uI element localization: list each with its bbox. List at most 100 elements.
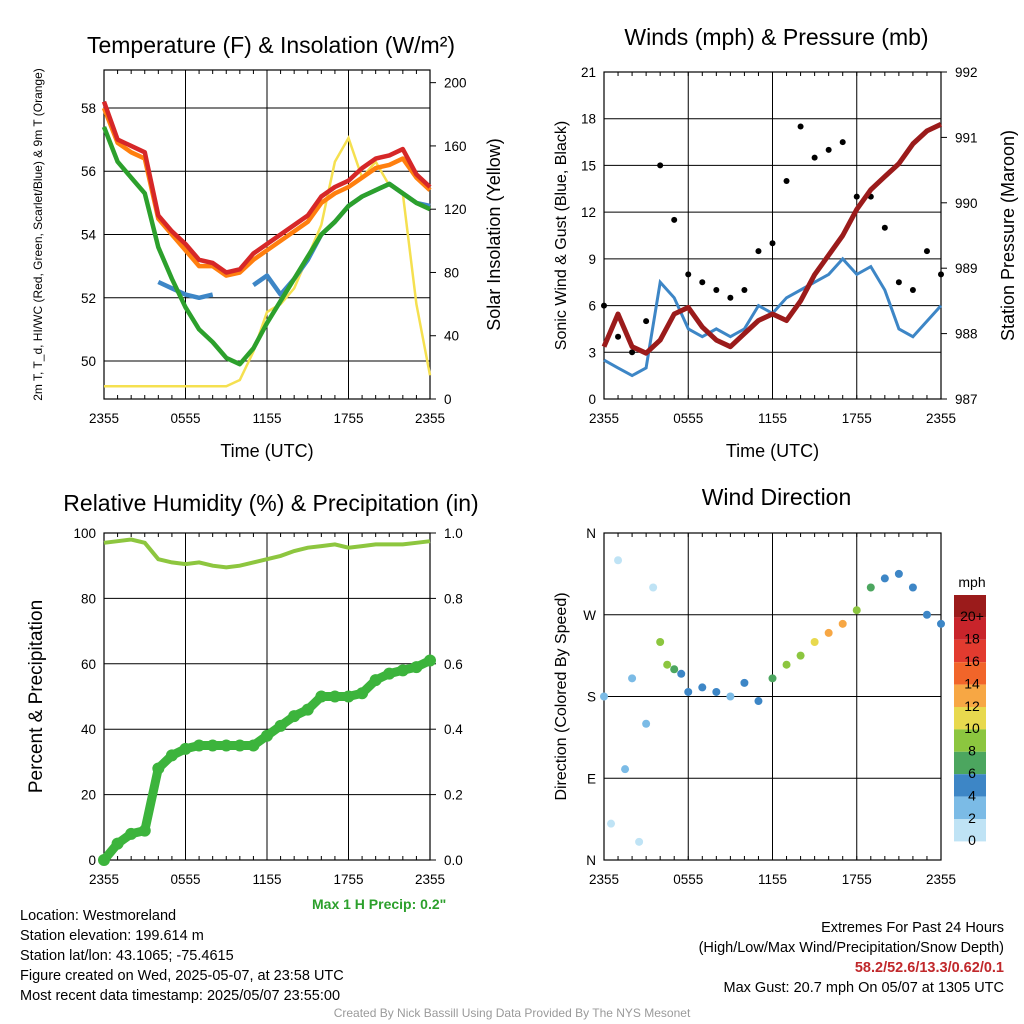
p3-xtick-label-4: 2355	[926, 872, 956, 887]
colorbar-swatch-0	[954, 595, 986, 618]
p3-ytick-label-1: E	[587, 771, 596, 786]
colorbar-swatch-7	[954, 751, 986, 775]
p3-direction-point-8	[656, 638, 665, 646]
p2-precip-point-0	[98, 854, 110, 866]
colorbar-swatch-2	[954, 639, 986, 663]
p2-xtick-label-3: 1755	[333, 872, 363, 887]
p1-gust-point-13	[783, 178, 790, 184]
p0-xtick-label-4: 2355	[415, 411, 445, 426]
p0-xtick-label-1: 0555	[170, 411, 200, 426]
p3-direction-point-5	[635, 837, 644, 846]
p3-chart-title: Wind Direction	[702, 484, 852, 510]
p1-gust-point-4	[657, 162, 664, 169]
p1-ytick-label-7: 21	[581, 65, 596, 80]
p3-direction-point-2	[614, 556, 623, 565]
extremes-subheading: (High/Low/Max Wind/Precipitation/Snow De…	[698, 940, 1004, 956]
p1-ytick-label-2: 6	[588, 299, 596, 314]
p3-direction-point-7	[649, 583, 658, 592]
p0-insolation-line-0	[104, 134, 432, 388]
max-precip-annotation: Max 1 H Precip: 0.2"	[312, 896, 447, 912]
p1-gust-point-16	[825, 146, 832, 153]
elevation-text: Station elevation: 199.614 m	[20, 928, 204, 944]
p0-ytick-label-2: 54	[81, 228, 97, 243]
p1-y2tick-label-3: 990	[955, 196, 978, 211]
p2-precip-point-1	[111, 837, 124, 850]
p3-direction-point-0	[600, 692, 608, 701]
p3-xtick-label-2: 1155	[758, 872, 787, 887]
p3-direction-point-20	[796, 651, 805, 660]
p2-precip-point-13	[274, 719, 287, 732]
p2-xtick-label-0: 2355	[89, 872, 119, 887]
p3-direction-point-21	[810, 638, 819, 646]
p2-chart-title: Relative Humidity (%) & Precipitation (i…	[63, 490, 478, 516]
p3-direction-point-16	[740, 678, 749, 687]
p0-ytick-label-4: 58	[81, 101, 96, 116]
p1-gust-point-3	[643, 318, 650, 325]
p1-gust-point-10	[741, 287, 748, 293]
p1-gust-point-1	[615, 333, 622, 340]
p0-chart-title: Temperature (F) & Insolation (W/m²)	[87, 32, 455, 58]
p3-direction-point-11	[677, 669, 686, 678]
p3-direction-point-13	[698, 683, 707, 692]
p1-gust-point-12	[769, 240, 776, 247]
p1-gust-point-2	[629, 349, 636, 356]
p2-precip-point-9	[220, 739, 233, 752]
p1-y2-axis-label: Station Pressure (Maroon)	[998, 130, 1018, 341]
p2-ytick-label-0: 0	[88, 853, 96, 868]
p1-gust-point-22	[909, 287, 916, 293]
p1-gust-point-24	[938, 271, 944, 278]
p0-xtick-label-0: 2355	[89, 411, 119, 426]
max-gust-text: Max Gust: 20.7 mph On 05/07 at 1305 UTC	[723, 980, 1004, 996]
p3-direction-point-10	[670, 665, 679, 674]
p1-xtick-label-2: 1155	[758, 411, 787, 426]
p0-y2tick-label-4: 160	[444, 139, 467, 154]
p1-gust-point-8	[713, 287, 720, 293]
p2-precip-point-14	[288, 710, 301, 723]
p1-xtick-label-0: 2355	[589, 411, 619, 426]
p1-gust-point-0	[601, 302, 607, 309]
p1-y2tick-label-2: 989	[955, 261, 978, 276]
p0-xtick-label-2: 1155	[252, 411, 281, 426]
p2-precip-point-19	[356, 687, 369, 700]
p2-y2tick-label-5: 1.0	[444, 526, 463, 541]
p1-gust-point-9	[727, 294, 734, 301]
p0-y2-axis-label: Solar Insolation (Yellow)	[484, 138, 504, 330]
p3-direction-point-23	[838, 619, 847, 628]
p3-direction-point-15	[726, 692, 735, 701]
colorbar-swatch-5	[954, 707, 986, 730]
p1-gust-point-11	[755, 248, 762, 255]
colorbar-title: mph	[958, 574, 985, 590]
location-text: Location: Westmoreland	[20, 908, 177, 924]
colorbar-swatch-4	[954, 684, 986, 707]
p1-gust-point-21	[895, 279, 902, 286]
p3-direction-point-27	[894, 569, 903, 578]
p2-y2tick-label-2: 0.4	[444, 722, 463, 737]
p0-y-axis-label: 2m T, T_d, HI/WC (Red, Green, Scarlet/Bl…	[31, 68, 45, 401]
p2-precip-point-12	[261, 729, 273, 742]
p3-direction-point-24	[852, 606, 861, 615]
p1-y2tick-label-5: 992	[955, 65, 978, 80]
p0-x-axis-label: Time (UTC)	[220, 441, 313, 461]
p2-precip-point-3	[138, 824, 151, 837]
p3-direction-point-28	[908, 583, 917, 592]
p2-precip-point-23	[410, 661, 423, 674]
p2-precip-point-7	[193, 739, 206, 752]
p2-precip-point-17	[328, 690, 341, 703]
p2-rh-line	[103, 537, 431, 570]
colorbar-label-10: 0	[968, 832, 976, 848]
p1-xtick-label-4: 2355	[926, 411, 956, 426]
extremes-panel: Extremes For Past 24 Hours (High/Low/Max…	[699, 918, 1004, 998]
p1-x-axis-label: Time (UTC)	[726, 441, 819, 461]
colorbar-label-8: 4	[968, 787, 976, 803]
p3-direction-point-18	[768, 674, 777, 683]
p3-direction-point-4	[628, 674, 637, 683]
p0-y2tick-label-3: 120	[444, 202, 467, 217]
p2-precip-point-15	[301, 703, 314, 716]
p1-ytick-label-6: 18	[581, 112, 596, 127]
p1-y2tick-label-1: 988	[955, 327, 978, 342]
p0-series-line-2	[101, 126, 431, 367]
p2-xtick-label-1: 0555	[170, 872, 200, 887]
p1-ytick-label-3: 9	[588, 252, 596, 267]
p1-y2tick-label-4: 991	[955, 130, 978, 145]
